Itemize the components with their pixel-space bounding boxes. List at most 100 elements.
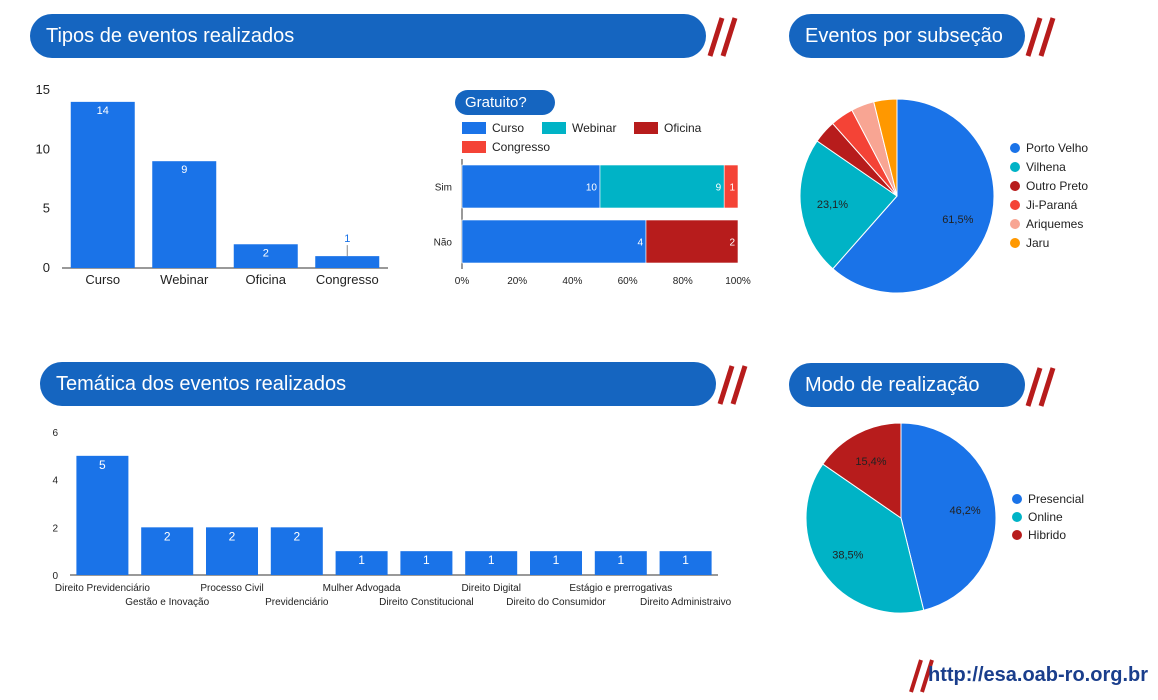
bar: [530, 551, 582, 575]
data-label: 1: [344, 233, 350, 245]
header-modo: Modo de realização: [789, 363, 1025, 407]
header-tematica: Temática dos eventos realizados: [40, 362, 716, 406]
slash-icon: [909, 659, 934, 693]
x-tick-label: Gestão e Inovação: [125, 597, 209, 608]
x-tick-label: Mulher Advogada: [323, 583, 401, 594]
x-tick-label: 20%: [507, 276, 527, 287]
y-tick-label: 0: [52, 571, 58, 582]
bar: [70, 101, 135, 268]
legend-item: Ji-Paraná: [1010, 198, 1077, 212]
slash-icon: [1025, 17, 1056, 57]
data-label: 2: [293, 529, 300, 543]
pie-slice: [832, 98, 995, 294]
legend-label: Webinar: [572, 121, 617, 135]
legend-label: Ariquemes: [1026, 217, 1084, 231]
data-label: 10: [586, 183, 598, 194]
bar-segment: [599, 164, 725, 209]
bar: [400, 551, 453, 575]
legend-label: Outro Preto: [1026, 179, 1089, 193]
y-tick-label: Não: [434, 238, 453, 249]
x-tick-label: Congresso: [316, 272, 379, 287]
legend-item: Webinar: [542, 121, 616, 135]
data-label: 1: [617, 553, 624, 567]
legend-swatch: [1010, 200, 1020, 210]
header-subsecao: Eventos por subseção: [789, 14, 1025, 58]
legend-swatch: [1012, 530, 1022, 540]
x-tick-label: 60%: [618, 276, 638, 287]
bar-segment: [461, 164, 601, 209]
legend-swatch: [1010, 219, 1020, 229]
data-label: 1: [358, 553, 365, 567]
legend-item: Curso: [462, 121, 524, 135]
y-tick-label: 2: [52, 523, 58, 534]
data-label: 2: [164, 529, 171, 543]
modo-pie-chart: 46,2% 38,5% 15,4%: [805, 422, 997, 614]
legend-label: Curso: [492, 121, 525, 135]
legend-item: Presencial: [1012, 492, 1084, 506]
data-label: 23,1%: [817, 199, 848, 211]
legend-swatch: [1010, 238, 1020, 248]
legend-swatch: [634, 122, 658, 134]
data-label: 5: [99, 458, 106, 472]
legend-item: Porto Velho: [1010, 141, 1088, 155]
data-label: 9: [716, 183, 722, 194]
legend-label: Porto Velho: [1026, 141, 1089, 155]
legend-item: Online: [1012, 510, 1063, 524]
footer-url-link[interactable]: http://esa.oab-ro.org.br: [928, 664, 1148, 686]
data-label: 61,5%: [942, 214, 973, 226]
data-label: 2: [263, 247, 269, 259]
data-label: 46,2%: [950, 505, 981, 517]
legend-label: Ji-Paraná: [1026, 198, 1078, 212]
legend-label: Hibrido: [1028, 528, 1067, 542]
data-label: 1: [682, 553, 689, 567]
legend-label: Jaru: [1026, 236, 1050, 250]
legend-swatch: [1010, 143, 1020, 153]
x-tick-label: Curso: [85, 272, 120, 287]
tematica-bar-chart: 0 2 4 6 5 Direito Previdenciário 2 Gestão e Ino…: [52, 428, 732, 608]
legend-label: Vilhena: [1026, 160, 1066, 174]
y-tick-label: 0: [43, 260, 50, 275]
bar-segment: [461, 219, 647, 264]
legend-item: Oficina: [634, 121, 701, 135]
legend-label: Congresso: [492, 140, 551, 154]
x-tick-label: Estágio e prerrogativas: [569, 583, 672, 594]
legend-label: Oficina: [664, 121, 702, 135]
tipos-bar-chart: 0 5 10 15 14 Curso 9 Webinar 2 Oficina 1 Congresso: [36, 82, 388, 287]
bar: [465, 551, 518, 575]
x-tick-label: 0%: [455, 276, 470, 287]
bar-segment: [645, 219, 739, 264]
y-tick-label: 4: [52, 476, 58, 487]
bar-segment: [723, 164, 739, 209]
bar: [233, 244, 298, 268]
subsecao-pie-chart: 61,5% 23,1%: [799, 98, 995, 294]
pie-slice: [799, 140, 898, 270]
header-tipos: Tipos de eventos realizados: [30, 14, 706, 58]
slash-icon: [1025, 367, 1056, 407]
x-tick-label: Direito Digital: [461, 583, 520, 594]
data-label: 2: [229, 529, 236, 543]
x-tick-label: Direito Administraivo: [640, 597, 732, 608]
legend-swatch: [462, 122, 486, 134]
bar: [335, 551, 388, 575]
bar: [315, 256, 380, 268]
data-label: 1: [729, 183, 735, 194]
x-tick-label: Direito Previdenciário: [55, 583, 150, 594]
y-tick-label: 15: [36, 82, 50, 97]
x-tick-label: Processo Civil: [200, 583, 263, 594]
gratuito-pill: Gratuito?: [455, 90, 555, 115]
slash-icon: [707, 17, 738, 57]
data-label: 38,5%: [832, 550, 863, 562]
legend-swatch: [1012, 494, 1022, 504]
legend-item: Hibrido: [1012, 528, 1066, 542]
legend-item: Outro Preto: [1010, 179, 1088, 193]
y-tick-label: Sim: [435, 183, 452, 194]
bar: [270, 527, 323, 575]
legend-item: Ariquemes: [1010, 217, 1083, 231]
x-tick-label: Previdenciário: [265, 597, 329, 608]
legend-item: Jaru: [1010, 236, 1049, 250]
slash-icon: [717, 365, 748, 405]
y-tick-label: 6: [52, 428, 58, 439]
bar: [659, 551, 712, 575]
pie-slice: [873, 98, 898, 197]
